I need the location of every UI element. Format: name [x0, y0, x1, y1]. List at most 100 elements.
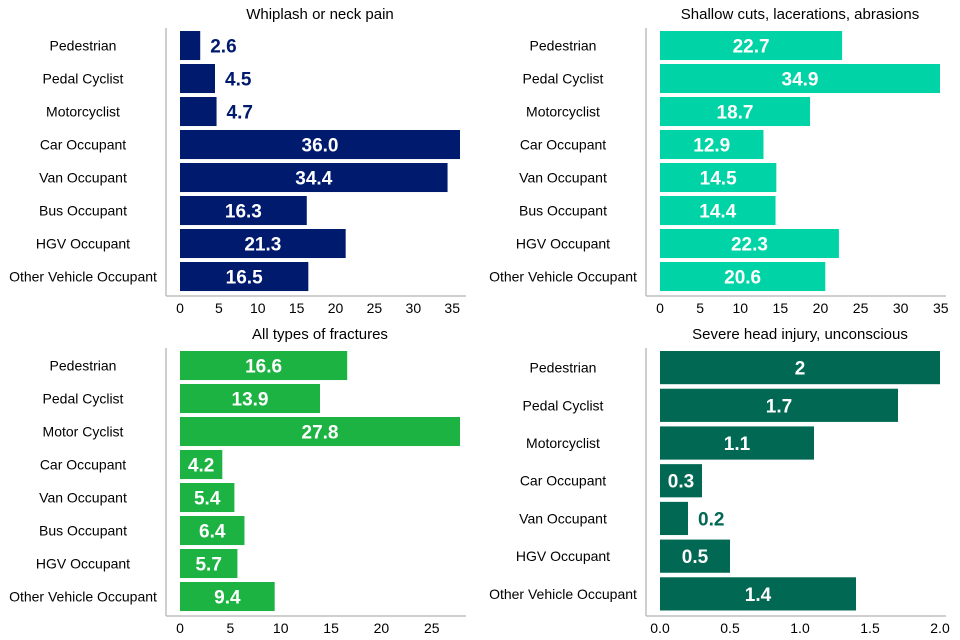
data-label: 2: [795, 359, 806, 380]
bar: [180, 196, 307, 226]
data-label: 5.7: [195, 555, 221, 576]
bar: [660, 229, 839, 259]
category-label: HGV Occupant: [516, 236, 610, 252]
x-tick-label: 20: [813, 300, 829, 316]
category-label: Car Occupant: [40, 457, 126, 473]
bar: [180, 351, 348, 381]
data-label: 12.9: [693, 136, 730, 157]
data-label: 16.3: [225, 202, 262, 223]
x-tick-label: 15: [773, 300, 789, 316]
x-tick-label: 1.0: [790, 620, 810, 636]
x-tick-label: 20: [328, 300, 344, 316]
category-label: Pedal Cyclist: [43, 391, 124, 407]
bar: [660, 196, 776, 226]
category-label: Other Vehicle Occupant: [9, 269, 157, 285]
data-label: 1.4: [745, 585, 772, 606]
data-label: 4.7: [227, 103, 253, 124]
chart-panel-3: All types of fractures Pedestrian 16.6 Peda…: [9, 326, 466, 636]
category-label: HGV Occupant: [36, 556, 130, 572]
bar: [660, 426, 814, 460]
data-label: 16.6: [245, 357, 282, 378]
x-tick-label: 20: [374, 620, 390, 636]
x-tick-label: 5: [215, 300, 223, 316]
bar: [180, 549, 238, 579]
x-tick-label: 0.0: [650, 620, 670, 636]
bar: [660, 163, 777, 193]
data-label: 0.2: [698, 509, 724, 530]
bar: [180, 417, 460, 447]
x-tick-label: 10: [250, 300, 266, 316]
data-label: 13.9: [232, 390, 269, 411]
x-tick-label: 25: [367, 300, 383, 316]
bar: [180, 130, 460, 160]
category-label: Motor Cyclist: [43, 424, 124, 440]
x-tick-label: 5: [696, 300, 704, 316]
data-label: 4.2: [188, 456, 214, 477]
x-tick-label: 0: [656, 300, 664, 316]
bar: [660, 501, 688, 536]
bar: [660, 31, 843, 61]
x-tick-label: 15: [289, 300, 305, 316]
x-tick-label: 30: [406, 300, 422, 316]
category-label: Motorcyclist: [46, 104, 120, 120]
data-label: 14.5: [700, 169, 737, 190]
bar: [660, 262, 826, 292]
data-label: 36.0: [302, 136, 339, 157]
category-label: Pedal Cyclist: [43, 71, 124, 87]
bar: [660, 577, 856, 611]
data-label: 16.5: [226, 268, 263, 289]
data-label: 34.9: [782, 70, 819, 91]
category-label: Pedestrian: [50, 358, 117, 374]
category-label: Bus Occupant: [39, 203, 127, 219]
bar: [180, 262, 309, 292]
category-label: Bus Occupant: [39, 523, 127, 539]
category-label: Other Vehicle Occupant: [489, 586, 637, 602]
bar: [660, 464, 702, 498]
x-tick-label: 1.5: [860, 620, 880, 636]
chart-title: Whiplash or neck pain: [246, 6, 394, 23]
data-label: 9.4: [214, 588, 241, 609]
bar: [180, 163, 448, 193]
bar: [180, 97, 217, 127]
data-label: 0.5: [682, 547, 709, 568]
data-label: 34.4: [295, 169, 332, 190]
bar: [180, 516, 245, 546]
chart-panel-4: Severe head injury, unconscious Pedestria…: [489, 326, 950, 636]
chart-title: Shallow cuts, lacerations, abrasions: [681, 6, 919, 23]
data-label: 4.5: [225, 70, 252, 91]
x-tick-label: 10: [732, 300, 748, 316]
x-tick-label: 35: [444, 300, 460, 316]
bar: [660, 351, 940, 385]
bar: [180, 229, 346, 259]
data-label: 18.7: [717, 103, 754, 124]
category-label: Car Occupant: [520, 137, 606, 153]
bar: [180, 384, 320, 414]
category-label: Van Occupant: [39, 170, 127, 186]
x-tick-label: 0.5: [720, 620, 740, 636]
x-tick-label: 25: [424, 620, 440, 636]
chart-title: Severe head injury, unconscious: [692, 326, 908, 343]
data-label: 22.7: [733, 37, 770, 58]
data-label: 21.3: [244, 235, 281, 256]
data-label: 27.8: [302, 423, 339, 444]
bar: [660, 388, 898, 422]
x-tick-label: 15: [323, 620, 339, 636]
category-label: Pedal Cyclist: [523, 71, 604, 87]
x-tick-label: 35: [933, 300, 949, 316]
bar: [660, 64, 940, 94]
category-label: Motorcyclist: [526, 435, 600, 451]
chart-panel-2: Shallow cuts, lacerations, abrasions Pede…: [489, 6, 949, 316]
bar: [660, 539, 730, 573]
bar: [180, 582, 275, 612]
x-tick-label: 30: [893, 300, 909, 316]
data-label: 14.4: [699, 202, 736, 223]
data-label: 5.4: [194, 489, 221, 510]
x-tick-label: 10: [273, 620, 289, 636]
bar: [180, 64, 215, 94]
data-label: 2.6: [210, 37, 236, 58]
x-tick-label: 0: [176, 620, 184, 636]
bar: [660, 97, 811, 127]
category-label: Pedal Cyclist: [523, 397, 604, 413]
category-label: Other Vehicle Occupant: [9, 589, 157, 605]
